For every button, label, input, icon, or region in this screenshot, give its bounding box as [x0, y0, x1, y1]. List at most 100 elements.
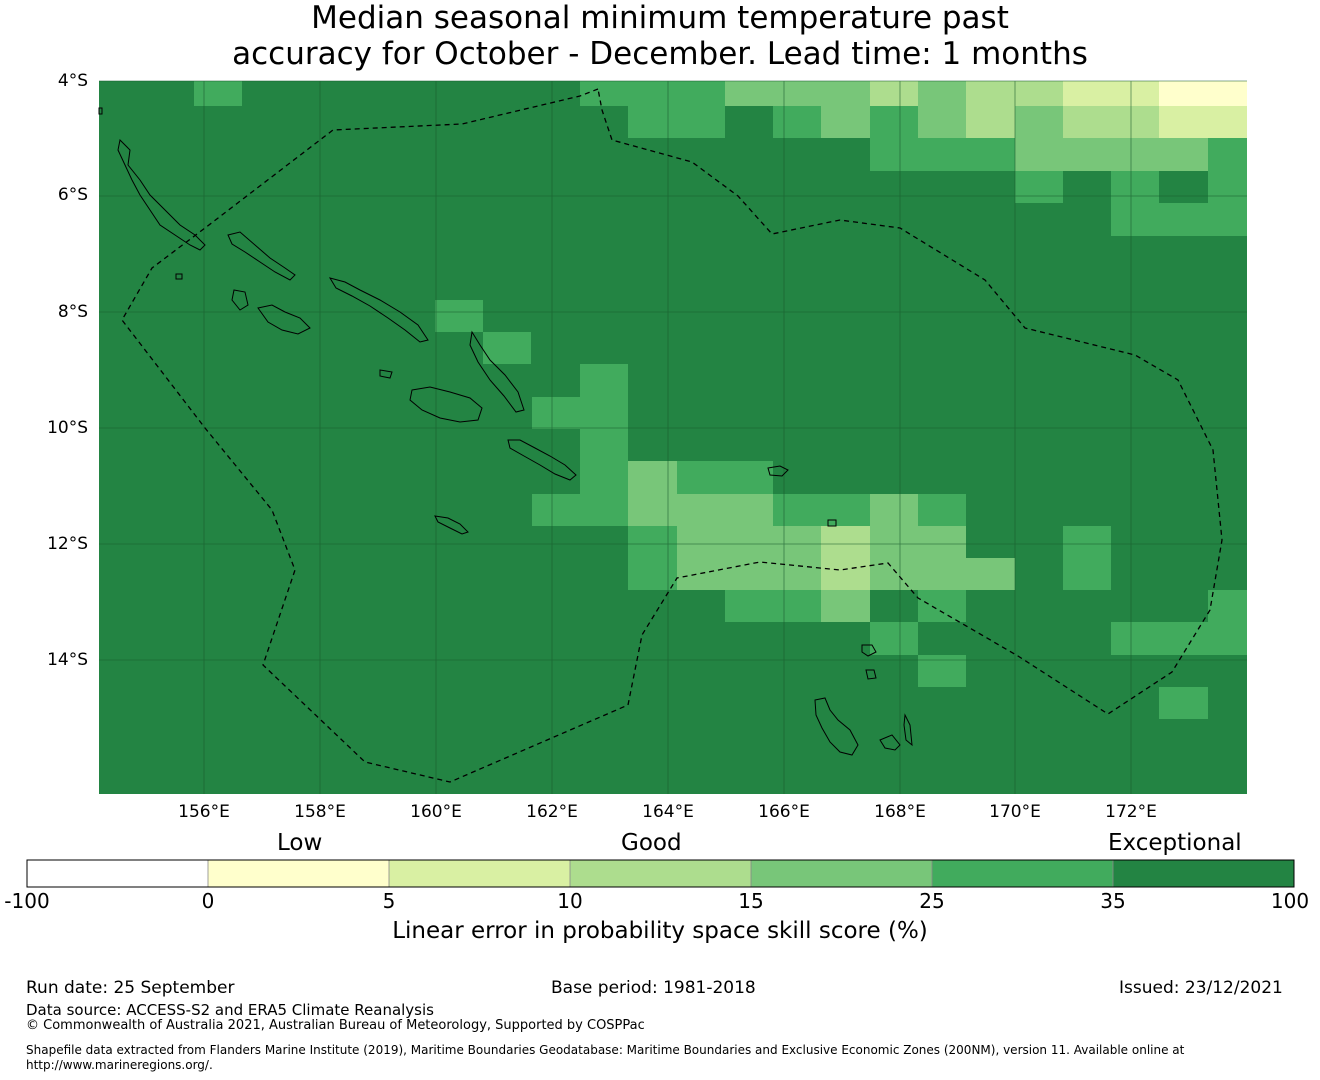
skill-cell: [918, 81, 966, 138]
skill-cell: [1015, 106, 1063, 171]
legend-category-good: Good: [621, 830, 682, 856]
colorbar-tick: 10: [557, 889, 583, 913]
coastline-new-georgia: [257, 304, 311, 335]
lat-label-12s: 12°S: [47, 534, 88, 554]
coastline-small-4: [98, 107, 103, 115]
data-source: Data source: ACCESS-S2 and ERA5 Climate …: [26, 1001, 434, 1019]
skill-cell: [725, 590, 821, 622]
coastline-vanua-lava: [861, 644, 877, 657]
colorbar-tick: 35: [1100, 889, 1126, 913]
colorbar-segment: [389, 860, 570, 887]
run-date: Run date: 25 September: [26, 978, 235, 998]
skill-cell: [677, 494, 773, 526]
skill-cells: [194, 81, 1247, 719]
shapefile-credit: Shapefile data extracted from Flanders M…: [26, 1043, 1286, 1073]
copyright: © Commonwealth of Australia 2021, Austra…: [26, 1018, 645, 1033]
skill-cell: [870, 494, 918, 526]
colorbar-outline: [26, 859, 1295, 888]
colorbar-segment: [27, 860, 208, 887]
coastline-ndeni: [767, 465, 789, 477]
coastline-small-3: [175, 273, 183, 280]
coastline-small-2: [379, 369, 393, 379]
skill-cell: [1208, 590, 1247, 622]
skill-cell: [870, 558, 1015, 590]
lon-label-172e: 172°E: [1105, 802, 1157, 822]
colorbar-segment: [208, 860, 389, 887]
legend-category-exceptional: Exceptional: [1108, 830, 1242, 856]
skill-cell: [1111, 203, 1247, 236]
skill-cell: [725, 81, 870, 106]
lon-label-156e: 156°E: [178, 802, 230, 822]
colorbar-label: Linear error in probability space skill …: [392, 918, 928, 944]
skill-cell: [1063, 106, 1159, 138]
skill-cell: [677, 461, 773, 494]
colorbar-tick: 25: [919, 889, 945, 913]
colorbar: [26, 859, 1295, 888]
skill-cell: [1111, 622, 1247, 655]
skill-cell: [1063, 81, 1159, 106]
skill-cell: [1063, 138, 1208, 171]
colorbar-segment: [1113, 860, 1294, 887]
lon-label-158e: 158°E: [294, 802, 346, 822]
skill-cell: [870, 106, 918, 138]
lon-label-168e: 168°E: [874, 802, 926, 822]
coastline-gaua: [865, 669, 877, 680]
skill-cell: [773, 106, 821, 138]
skill-cell: [532, 397, 580, 429]
skill-cell: [1208, 138, 1247, 171]
map-background: [99, 81, 1247, 794]
shapefile-credit-line-2: http://www.marineregions.org/.: [26, 1058, 213, 1072]
skill-cell: [628, 106, 725, 138]
coastline-choiseul: [227, 231, 296, 281]
skill-cell: [194, 81, 242, 106]
graticule: [99, 80, 1247, 794]
skill-cell: [870, 526, 966, 558]
skill-cell: [435, 300, 483, 332]
skill-cell: [1159, 687, 1208, 719]
skill-cell: [821, 526, 870, 590]
legend-category-low: Low: [277, 830, 323, 856]
skill-cell: [1159, 106, 1247, 138]
lon-label-170e: 170°E: [989, 802, 1041, 822]
skill-cell: [773, 526, 821, 590]
coastline-makira: [507, 439, 577, 481]
coastline-bougainville: [117, 138, 206, 251]
coastlines: [98, 107, 913, 756]
lat-label-4s: 4°S: [57, 71, 88, 91]
colorbar-tick: 5: [382, 889, 396, 913]
lon-label-160e: 160°E: [410, 802, 462, 822]
skill-cell: [918, 590, 966, 622]
coastline-maewo: [903, 713, 913, 747]
coastline-malaita: [469, 330, 525, 413]
colorbar-tick: -100: [4, 889, 50, 913]
issued-date: Issued: 23/12/2021: [1119, 978, 1283, 998]
lon-label-166e: 166°E: [758, 802, 810, 822]
coastline-rennell: [434, 515, 469, 535]
coastline-guadalcanal: [409, 386, 483, 423]
coastline-espiritu-santo: [814, 697, 859, 756]
map-title-line-1: Median seasonal minimum temperature past: [311, 0, 1009, 36]
skill-cell: [628, 461, 677, 526]
lat-label-8s: 8°S: [57, 302, 88, 322]
skill-cell: [1159, 81, 1247, 106]
skill-cell: [1015, 171, 1063, 203]
coastline-santa-isabel: [328, 277, 429, 343]
skill-cell: [580, 364, 628, 429]
coastline-malekula: [879, 734, 901, 751]
colorbar-tick: 100: [1270, 889, 1310, 913]
skill-cell: [821, 590, 870, 622]
skill-cell: [821, 106, 870, 138]
skill-cell: [870, 138, 1015, 171]
skill-cell: [918, 494, 966, 526]
lat-label-6s: 6°S: [57, 185, 88, 205]
skill-cell: [532, 494, 628, 526]
skill-cell: [870, 622, 918, 655]
skill-cell: [1063, 526, 1111, 590]
skill-cell: [870, 81, 918, 106]
colorbar-tick: 0: [201, 889, 215, 913]
eez-boundaries: [121, 88, 1223, 783]
skill-cell: [580, 429, 628, 461]
lon-label-162e: 162°E: [526, 802, 578, 822]
shapefile-credit-line-1: Shapefile data extracted from Flanders M…: [26, 1043, 1185, 1057]
